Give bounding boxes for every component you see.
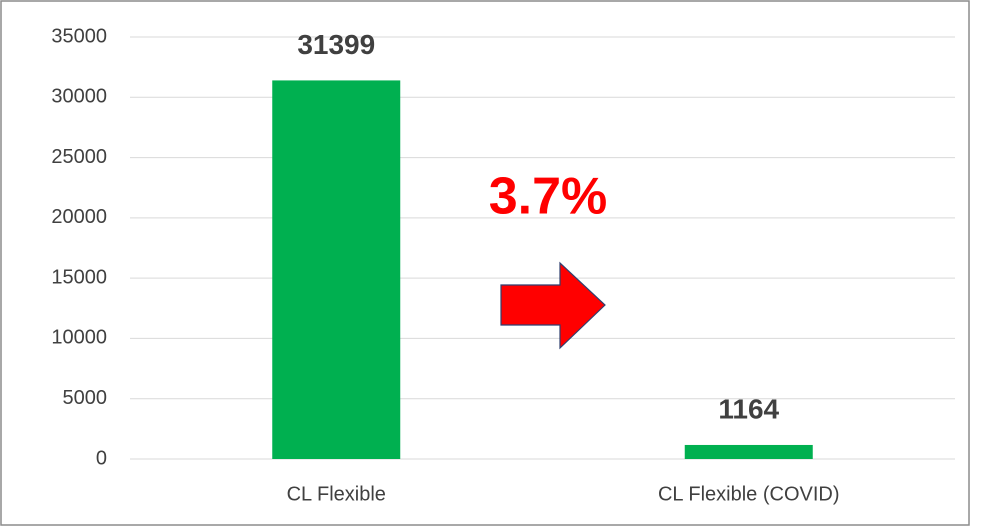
bar: [684, 444, 813, 459]
annotation: 3.7%: [489, 168, 608, 226]
y-tick-label: 35000: [51, 25, 107, 47]
y-tick-label: 0: [96, 447, 107, 469]
y-tick-label: 25000: [51, 146, 107, 168]
x-tick-label: CL Flexible: [287, 483, 386, 505]
value-label: 31399: [297, 29, 375, 60]
y-tick-label: 30000: [51, 86, 107, 108]
y-tick-label: 5000: [63, 387, 108, 409]
value-label: 1164: [718, 393, 779, 424]
y-tick-label: 10000: [51, 327, 107, 349]
y-tick-label: 20000: [51, 206, 107, 228]
y-tick-label: 15000: [51, 266, 107, 288]
x-tick-label: CL Flexible (COVID): [658, 483, 840, 505]
bar: [272, 80, 401, 459]
arrow: [500, 261, 606, 350]
